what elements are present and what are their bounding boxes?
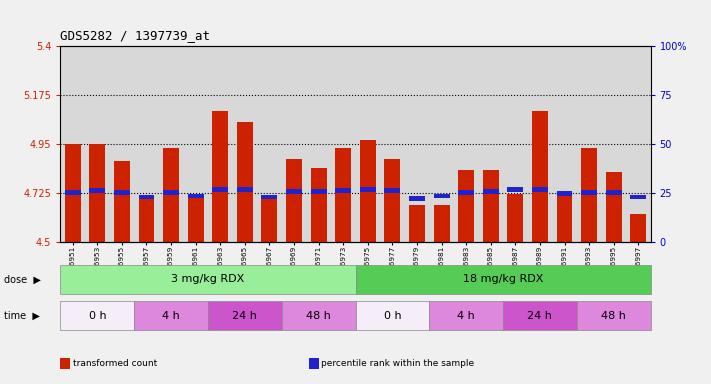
Bar	[409, 196, 425, 200]
Bar	[282, 301, 356, 330]
Bar	[60, 301, 134, 330]
Text: GDS5282 / 1397739_at: GDS5282 / 1397739_at	[60, 29, 210, 42]
Bar	[630, 214, 646, 242]
Bar	[311, 189, 326, 194]
Bar	[139, 195, 154, 199]
Bar	[577, 301, 651, 330]
Bar	[532, 111, 548, 242]
Bar	[335, 188, 351, 193]
Bar	[385, 159, 400, 242]
Bar	[213, 111, 228, 242]
Bar	[532, 187, 548, 192]
Bar	[483, 170, 498, 242]
Bar	[188, 194, 203, 242]
Text: 4 h: 4 h	[162, 311, 180, 321]
Bar	[60, 265, 356, 294]
Bar	[557, 194, 572, 242]
Text: 18 mg/kg RDX: 18 mg/kg RDX	[463, 274, 543, 285]
Bar	[458, 190, 474, 195]
Text: 4 h: 4 h	[457, 311, 475, 321]
Bar	[581, 190, 597, 195]
Bar	[385, 188, 400, 193]
Text: 0 h: 0 h	[383, 311, 401, 321]
Bar	[356, 265, 651, 294]
Text: time  ▶: time ▶	[4, 311, 39, 321]
Bar	[90, 144, 105, 242]
Bar	[65, 190, 81, 195]
Bar	[188, 194, 203, 199]
Bar	[139, 199, 154, 242]
Bar	[483, 189, 498, 194]
Bar	[630, 195, 646, 199]
Bar	[356, 301, 429, 330]
Text: 3 mg/kg RDX: 3 mg/kg RDX	[171, 274, 245, 285]
Bar	[581, 148, 597, 242]
Text: 24 h: 24 h	[528, 311, 552, 321]
Bar	[237, 187, 253, 192]
Bar	[503, 301, 577, 330]
Bar	[262, 195, 277, 199]
Bar	[114, 190, 130, 195]
Bar	[114, 161, 130, 242]
Bar	[286, 189, 302, 194]
Text: 24 h: 24 h	[232, 311, 257, 321]
Text: dose  ▶: dose ▶	[4, 274, 41, 285]
Bar	[65, 144, 81, 242]
Bar	[360, 187, 376, 192]
Bar	[429, 301, 503, 330]
Text: 48 h: 48 h	[602, 311, 626, 321]
Bar	[311, 168, 326, 242]
Bar	[458, 170, 474, 242]
Bar	[90, 188, 105, 193]
Bar	[163, 190, 179, 195]
Bar	[335, 148, 351, 242]
Bar	[286, 159, 302, 242]
Text: 48 h: 48 h	[306, 311, 331, 321]
Bar	[360, 140, 376, 242]
Bar	[434, 194, 449, 199]
Bar	[208, 301, 282, 330]
Bar	[508, 194, 523, 242]
Bar	[409, 205, 425, 242]
Text: percentile rank within the sample: percentile rank within the sample	[321, 359, 474, 368]
Bar	[606, 190, 621, 195]
Bar	[262, 196, 277, 242]
Bar	[557, 192, 572, 196]
Bar	[606, 172, 621, 242]
Bar	[237, 122, 253, 242]
Bar	[213, 187, 228, 192]
Text: transformed count: transformed count	[73, 359, 156, 368]
Bar	[508, 187, 523, 192]
Bar	[134, 301, 208, 330]
Text: 0 h: 0 h	[88, 311, 106, 321]
Bar	[434, 205, 449, 242]
Bar	[163, 148, 179, 242]
